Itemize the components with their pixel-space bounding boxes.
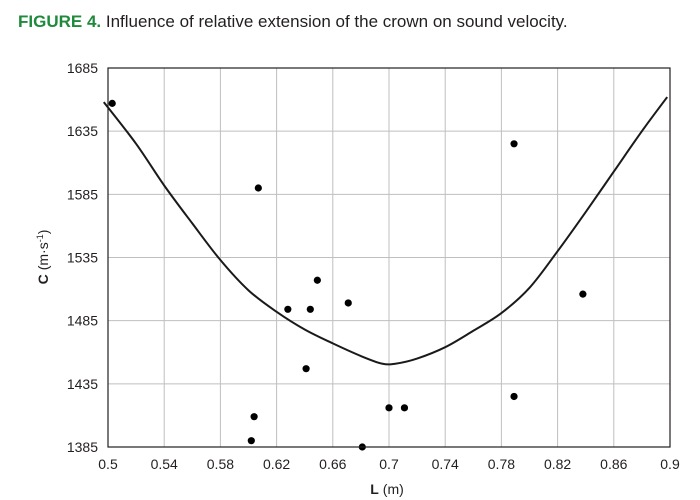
data-point [306,305,314,313]
data-points [108,99,587,451]
figure-caption: FIGURE 4. Influence of relative extensio… [18,12,568,32]
x-tick-label: 0.78 [488,456,515,472]
data-point [284,305,292,313]
figure-caption-text: Influence of relative extension of the c… [105,12,568,31]
fit-curve [102,96,668,366]
data-point [579,290,587,298]
x-tick-label: 0.58 [207,456,234,472]
data-point [108,99,116,107]
y-tick-label: 1535 [67,250,98,266]
data-point [510,392,518,401]
x-tick-label: 0.5 [98,456,118,472]
x-tick-label: 0.9 [660,456,680,472]
data-point [400,404,409,412]
y-axis-title: C (m·s-1) [35,230,51,285]
y-tick-label: 1585 [67,186,98,202]
data-point [385,404,393,412]
x-axis-label: L [370,481,379,497]
x-tick-label: 0.86 [600,456,627,472]
y-tick-label: 1485 [67,313,98,329]
y-axis-unit-close: ) [35,230,51,235]
grid-lines [107,67,671,448]
x-tick-labels: 0.5 0.54 0.58 0.62 0.66 0.7 0.74 0.78 0.82 0.86 0.… [98,456,680,472]
x-tick-label: 0.54 [151,456,178,472]
x-tick-label: 0.74 [432,456,459,472]
data-point [313,276,321,284]
y-tick-label: 1685 [67,60,98,76]
y-axis-label: C [35,274,51,284]
x-tick-label: 0.7 [379,456,399,472]
data-point [344,299,352,307]
x-tick-label: 0.66 [319,456,346,472]
data-point [254,184,262,192]
plot-frame [107,67,671,448]
data-point [250,413,258,421]
x-tick-label: 0.82 [544,456,571,472]
fit-curve-layer [102,96,668,366]
y-tick-labels: 1385 1435 1485 1535 1585 1635 1685 [67,60,98,455]
y-axis-unit: (m·s [35,242,51,270]
y-tick-label: 1385 [67,439,98,455]
y-axis-unit-superscript: -1 [35,234,45,242]
figure-label: FIGURE 4. [18,12,102,31]
y-tick-label: 1435 [67,376,98,392]
data-point [510,140,518,148]
data-point [247,437,255,445]
x-axis-title: L (m) [370,481,404,497]
data-point [302,365,310,373]
x-axis-unit: (m) [383,481,404,497]
plot-border [107,67,671,448]
x-tick-label: 0.62 [263,456,290,472]
y-tick-label: 1635 [67,123,98,139]
